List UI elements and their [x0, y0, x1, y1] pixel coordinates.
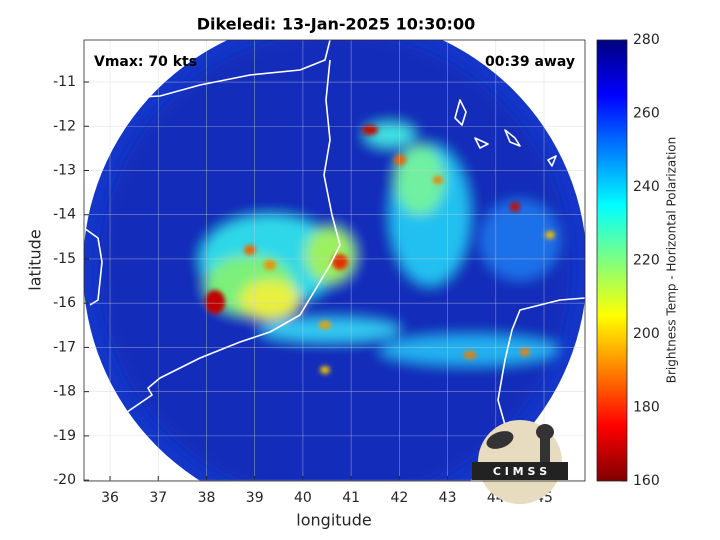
- colorbar-tick-label: 200: [633, 326, 660, 342]
- logo-text: C I M S S: [493, 465, 547, 478]
- x-tick-label: 37: [149, 490, 167, 506]
- colorbar: [596, 39, 628, 482]
- colorbar-tick-label: 280: [633, 32, 660, 48]
- chart-title: Dikeledi: 13-Jan-2025 10:30:00: [197, 15, 475, 34]
- colorbar-tick-label: 160: [633, 473, 660, 489]
- colorbar-label: Brightness Temp - Horizontal Polarizatio…: [665, 137, 679, 384]
- x-axis-label: longitude: [296, 511, 371, 530]
- y-tick-label: -13: [53, 162, 76, 178]
- colorbar-tick-label: 220: [633, 253, 660, 269]
- y-axis-label: latitude: [26, 229, 45, 290]
- coastline: [84, 40, 585, 449]
- y-tick-label: -14: [53, 207, 76, 223]
- colorbar-tick-label: 180: [633, 400, 660, 416]
- plot-frame: [83, 39, 586, 482]
- y-tick-label: -15: [53, 251, 76, 267]
- x-tick-label: 39: [246, 490, 264, 506]
- x-tick-label: 42: [390, 490, 408, 506]
- logo: C I M S S: [472, 420, 568, 504]
- y-tick-label: -19: [53, 428, 76, 444]
- x-tick-label: 43: [439, 490, 457, 506]
- x-tick-label: 38: [198, 490, 216, 506]
- y-tick-label: -16: [53, 295, 76, 311]
- y-tick-label: -11: [53, 74, 76, 90]
- swath-image: [84, 40, 585, 481]
- annotation: 00:39 away: [485, 54, 575, 70]
- x-tick-label: 41: [342, 490, 360, 506]
- y-tick-label: -18: [53, 384, 76, 400]
- y-tick-label: -17: [53, 339, 76, 355]
- y-tick-label: -20: [53, 472, 76, 488]
- annotation: Vmax: 70 kts: [94, 54, 197, 70]
- y-tick-label: -12: [53, 118, 76, 134]
- colorbar-tick-label: 260: [633, 106, 660, 122]
- x-tick-label: 40: [294, 490, 312, 506]
- colorbar-tick-label: 240: [633, 179, 660, 195]
- x-tick-label: 36: [101, 490, 119, 506]
